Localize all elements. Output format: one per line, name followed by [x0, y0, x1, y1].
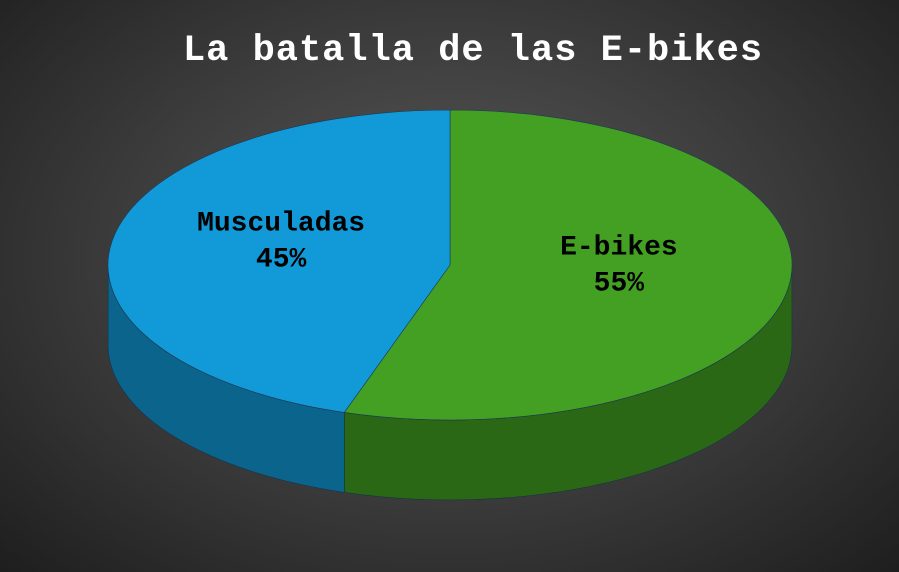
chart-title: La batalla de las E-bikes: [183, 30, 763, 72]
side-shade: [344, 265, 792, 500]
slice-label: E-bikes: [560, 233, 678, 264]
slice: [107, 109, 451, 413]
value-label: 45%: [256, 244, 307, 275]
value-label: 55%: [594, 269, 645, 300]
side-shade: [108, 265, 345, 493]
slice: [343, 109, 793, 421]
slice-label: Musculadas: [197, 208, 365, 239]
